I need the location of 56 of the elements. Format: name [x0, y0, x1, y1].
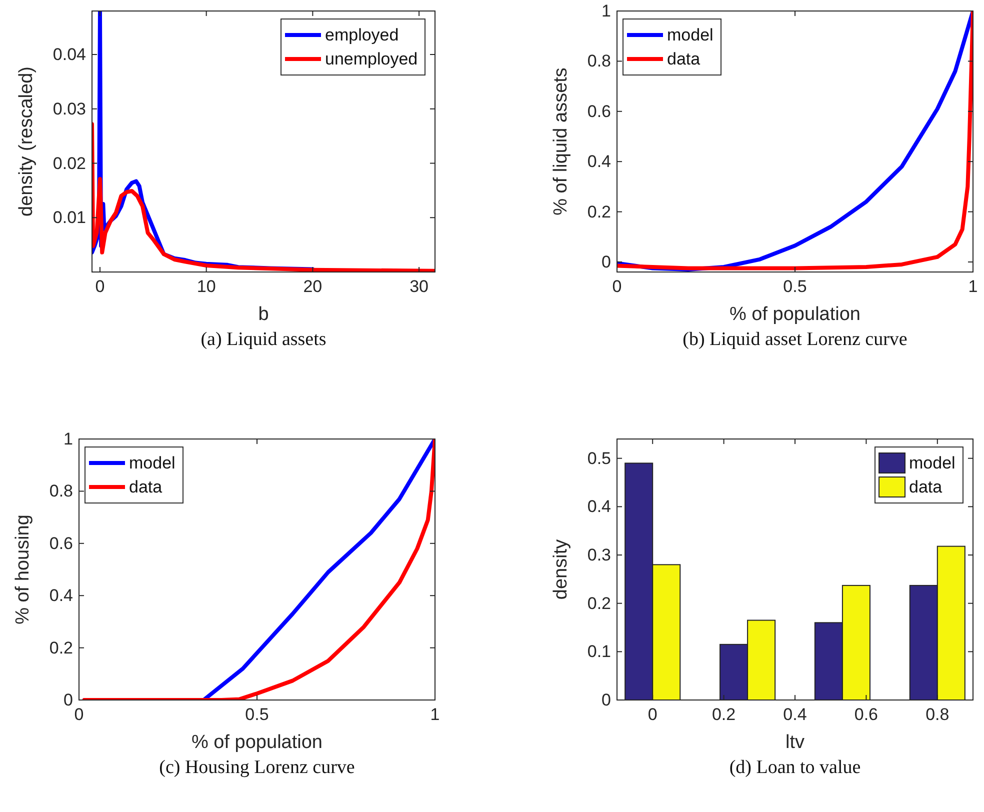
y-tick-label: 0 [602, 690, 611, 710]
line-series [92, 122, 435, 272]
y-tick-label: 0.4 [587, 497, 611, 516]
x-tick-label: 0 [648, 705, 658, 724]
legend-label: data [667, 50, 701, 68]
x-tick-label: 1 [968, 277, 978, 296]
text: (c) Housing Lorenz curve [159, 757, 355, 778]
x-tick-label: 0.4 [783, 705, 807, 724]
y-tick-label: 0.3 [587, 546, 611, 564]
y-tick-label: 1 [602, 2, 611, 20]
y-axis-title: % of housing [12, 514, 34, 624]
legend-label: model [667, 26, 714, 44]
x-axis-title: % of population [192, 732, 322, 753]
y-tick-label: 1 [64, 430, 73, 448]
x-tick-label: 1 [430, 705, 440, 724]
x-tick-label: 20 [303, 277, 322, 296]
y-tick-label: 0.5 [587, 448, 611, 468]
legend-label: unemployed [325, 50, 418, 68]
y-tick-label: 0.01 [52, 208, 86, 228]
y-axis-title: density [550, 538, 572, 600]
y-tick-label: 0.04 [52, 45, 86, 64]
y-tick-label: 0.8 [587, 52, 611, 71]
y-tick-label: 0.6 [587, 102, 611, 121]
y-tick-label: 0.6 [49, 534, 73, 553]
y-tick-label: 0.03 [52, 99, 86, 118]
y-tick-label: 0.2 [587, 594, 611, 613]
y-tick-label: 0.2 [49, 638, 73, 658]
text: (a) Liquid assets [200, 329, 326, 350]
x-tick-label: 0.5 [245, 705, 269, 724]
legend-label: data [129, 478, 163, 496]
y-tick-label: 0.2 [587, 202, 611, 222]
x-tick-label: 0.8 [926, 705, 950, 724]
text: (d) Loan to value [729, 757, 861, 778]
legend-label: data [909, 478, 943, 496]
x-tick-label: 30 [410, 277, 429, 296]
legend-label: model [909, 454, 956, 472]
x-axis-title: ltv [786, 732, 805, 753]
legend-label: model [129, 454, 176, 472]
legend-label: employed [325, 26, 399, 44]
x-axis-title: % of population [730, 304, 860, 325]
y-tick-label: 0.02 [52, 154, 86, 173]
x-tick-label: 0.2 [712, 705, 736, 724]
x-axis-title: b [258, 304, 269, 325]
y-tick-label: 0.1 [587, 642, 611, 662]
x-tick-label: 0.5 [783, 277, 807, 296]
x-tick-label: 0.6 [854, 705, 878, 724]
text: (b) Liquid asset Lorenz curve [682, 329, 908, 350]
y-tick-label: 0.8 [49, 482, 73, 501]
y-axis-title: density (rescaled) [16, 66, 37, 216]
x-tick-label: 0 [95, 277, 105, 296]
y-tick-label: 0 [64, 690, 73, 710]
y-tick-label: 0.4 [49, 586, 73, 606]
y-tick-label: 0.4 [587, 152, 611, 172]
y-tick-label: 0 [602, 252, 611, 272]
y-axis-title: % of liquid assets [550, 68, 572, 216]
x-tick-label: 10 [196, 277, 216, 296]
